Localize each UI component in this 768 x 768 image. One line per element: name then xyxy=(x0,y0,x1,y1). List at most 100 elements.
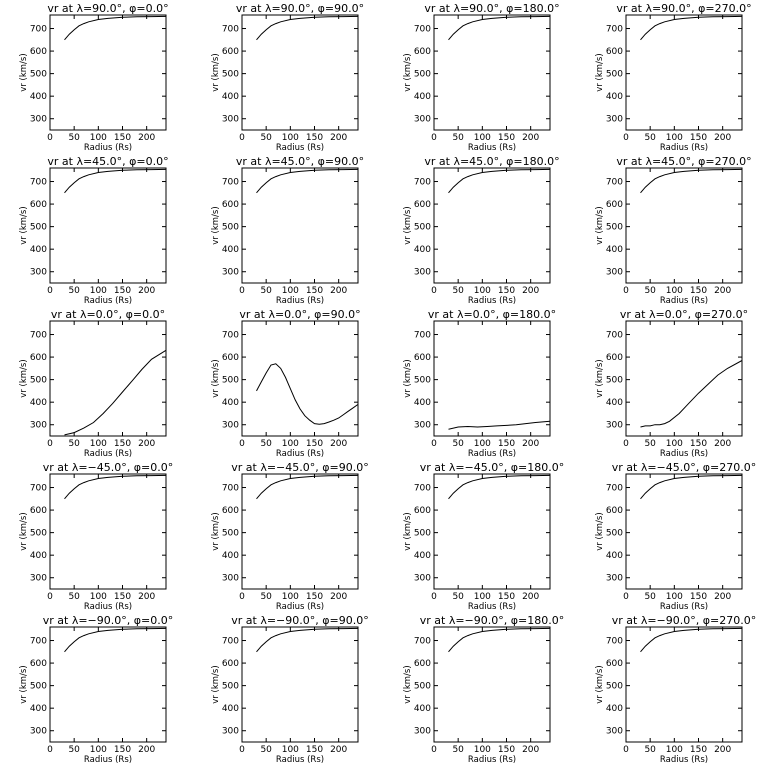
y-axis-label: vr (km/s) xyxy=(19,53,29,91)
y-tick-label: 700 xyxy=(222,331,239,341)
x-tick-label: 200 xyxy=(714,439,731,449)
y-axis-label: vr (km/s) xyxy=(211,53,221,91)
x-tick-label: 200 xyxy=(330,592,347,602)
y-tick-label: 400 xyxy=(222,704,239,714)
y-tick-label: 300 xyxy=(414,727,431,737)
plot-frame xyxy=(625,473,743,590)
y-tick-label: 700 xyxy=(30,178,47,188)
subplot-13: vr at λ=−45.0°, φ=90.0° 0 50 100 150 200 300 40… xyxy=(211,461,369,612)
y-tick-label: 500 xyxy=(606,70,623,80)
y-tick-label: 700 xyxy=(222,484,239,494)
x-tick-label: 100 xyxy=(282,592,299,602)
x-tick-label: 100 xyxy=(90,439,107,449)
series-line xyxy=(64,15,167,41)
x-tick-label: 100 xyxy=(90,745,107,755)
subplot-18: vr at λ=−90.0°, φ=180.0° 0 50 100 150 200 300 4… xyxy=(403,614,564,765)
plot-frame xyxy=(433,626,551,743)
y-tick-label: 600 xyxy=(606,506,623,516)
x-tick-label: 0 xyxy=(431,133,437,143)
x-tick-label: 100 xyxy=(474,592,491,602)
y-axis-label: vr (km/s) xyxy=(211,665,221,703)
x-tick-label: 50 xyxy=(452,133,464,143)
y-tick-label: 600 xyxy=(414,200,431,210)
x-axis-label: Radius (Rs) xyxy=(660,143,708,153)
series-line xyxy=(640,474,743,500)
x-tick-label: 50 xyxy=(68,133,80,143)
x-tick-label: 50 xyxy=(68,592,80,602)
plot-frame xyxy=(241,14,359,131)
x-tick-label: 50 xyxy=(644,592,656,602)
x-tick-label: 150 xyxy=(306,592,323,602)
y-tick-label: 400 xyxy=(222,92,239,102)
x-tick-label: 50 xyxy=(260,592,272,602)
y-tick-label: 500 xyxy=(30,529,47,539)
y-tick-label: 700 xyxy=(222,178,239,188)
x-tick-label: 50 xyxy=(644,133,656,143)
y-tick-label: 300 xyxy=(30,268,47,278)
y-axis-label: vr (km/s) xyxy=(595,665,605,703)
subplot-title: vr at λ=0.0°, φ=180.0° xyxy=(428,308,556,321)
x-tick-label: 0 xyxy=(623,439,629,449)
x-tick-label: 150 xyxy=(498,592,515,602)
subplot-title: vr at λ=0.0°, φ=270.0° xyxy=(620,308,748,321)
x-tick-label: 0 xyxy=(47,439,53,449)
y-tick-label: 300 xyxy=(606,727,623,737)
x-axis-label: Radius (Rs) xyxy=(660,449,708,459)
subplot-10: vr at λ=0.0°, φ=180.0° 0 50 100 150 200 300 400… xyxy=(403,308,556,459)
y-tick-label: 600 xyxy=(30,659,47,669)
series-line xyxy=(640,168,743,194)
subplot-title: vr at λ=0.0°, φ=0.0° xyxy=(51,308,165,321)
x-axis-label: Radius (Rs) xyxy=(660,755,708,765)
subplot-5: vr at λ=45.0°, φ=90.0° 0 50 100 150 200 300 400… xyxy=(211,155,364,306)
subplot-1: vr at λ=90.0°, φ=90.0° 0 50 100 150 200 300 400… xyxy=(211,2,364,153)
plot-frame xyxy=(49,320,167,437)
y-tick-label: 600 xyxy=(30,353,47,363)
x-tick-label: 0 xyxy=(431,745,437,755)
subplot-17: vr at λ=−90.0°, φ=90.0° 0 50 100 150 200 300 40… xyxy=(211,614,369,765)
x-tick-label: 150 xyxy=(498,133,515,143)
x-tick-label: 100 xyxy=(666,133,683,143)
x-tick-label: 50 xyxy=(68,745,80,755)
x-tick-label: 150 xyxy=(498,439,515,449)
subplot-2: vr at λ=90.0°, φ=180.0° 0 50 100 150 200 300 40… xyxy=(403,2,560,153)
y-tick-label: 400 xyxy=(414,398,431,408)
x-tick-label: 50 xyxy=(452,745,464,755)
x-tick-label: 150 xyxy=(114,286,131,296)
y-tick-label: 400 xyxy=(222,551,239,561)
y-tick-label: 300 xyxy=(414,574,431,584)
subplot-title: vr at λ=−45.0°, φ=0.0° xyxy=(43,461,173,474)
x-tick-label: 150 xyxy=(690,439,707,449)
y-tick-label: 600 xyxy=(222,353,239,363)
y-tick-label: 500 xyxy=(30,70,47,80)
y-tick-label: 500 xyxy=(414,529,431,539)
y-tick-label: 500 xyxy=(30,682,47,692)
x-tick-label: 0 xyxy=(431,592,437,602)
y-tick-label: 500 xyxy=(222,376,239,386)
x-tick-label: 200 xyxy=(138,133,155,143)
y-axis-label: vr (km/s) xyxy=(211,206,221,244)
subplot-title: vr at λ=45.0°, φ=270.0° xyxy=(616,155,751,168)
x-tick-label: 0 xyxy=(623,133,629,143)
plot-frame xyxy=(433,14,551,131)
x-tick-label: 0 xyxy=(431,286,437,296)
series-line xyxy=(448,15,551,41)
series-line xyxy=(64,474,167,500)
y-axis-label: vr (km/s) xyxy=(595,359,605,397)
x-tick-label: 100 xyxy=(474,745,491,755)
subplot-7: vr at λ=45.0°, φ=270.0° 0 50 100 150 200 300 40… xyxy=(595,155,752,306)
y-tick-label: 600 xyxy=(414,353,431,363)
y-tick-label: 400 xyxy=(414,245,431,255)
series-line xyxy=(256,15,359,41)
y-tick-label: 500 xyxy=(222,223,239,233)
x-tick-label: 150 xyxy=(690,286,707,296)
series-line xyxy=(256,474,359,500)
x-tick-label: 200 xyxy=(714,286,731,296)
x-tick-label: 200 xyxy=(330,133,347,143)
x-tick-label: 150 xyxy=(306,745,323,755)
subplot-title: vr at λ=−90.0°, φ=270.0° xyxy=(612,614,756,627)
y-tick-label: 400 xyxy=(606,398,623,408)
y-axis-label: vr (km/s) xyxy=(19,359,29,397)
y-tick-label: 600 xyxy=(606,200,623,210)
series-line xyxy=(64,168,167,194)
